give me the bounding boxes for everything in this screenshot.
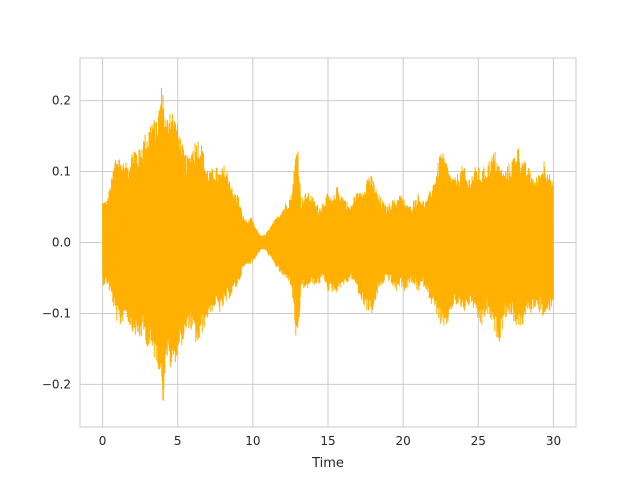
x-tick-label: 5 [174, 434, 182, 448]
x-axis-label: Time [311, 456, 344, 471]
x-tick-label: 0 [99, 434, 107, 448]
tick-labels: 0 5 10 15 20 25 30 −0.2 −0.1 0.0 0.1 0.2 [42, 94, 561, 448]
x-tick-label: 25 [471, 434, 486, 448]
x-tick-label: 10 [245, 434, 260, 448]
y-tick-label: 0.0 [52, 236, 71, 250]
y-tick-label: 0.1 [52, 165, 71, 179]
y-tick-label: −0.2 [42, 377, 71, 391]
axes-frame [79, 57, 577, 428]
x-tick-label: 30 [546, 434, 561, 448]
x-tick-label: 15 [320, 434, 335, 448]
y-tick-label: 0.2 [52, 94, 71, 108]
x-tick-label: 20 [396, 434, 411, 448]
waveform-series-0 [102, 87, 554, 402]
series-layer [102, 87, 554, 402]
y-tick-label: −0.1 [42, 306, 71, 320]
